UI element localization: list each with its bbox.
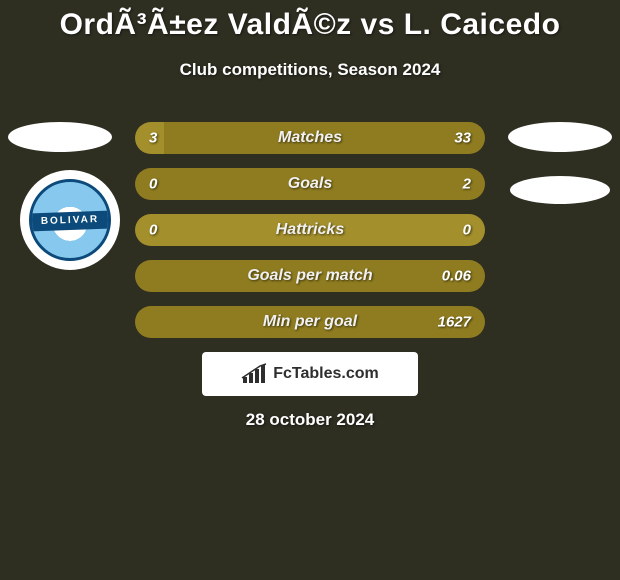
page-title: OrdÃ³Ã±ez ValdÃ©z vs L. Caicedo bbox=[0, 0, 620, 42]
stat-label: Matches bbox=[278, 129, 342, 147]
stat-value-right: 33 bbox=[454, 130, 471, 147]
date-label: 28 october 2024 bbox=[0, 410, 620, 430]
comparison-card: OrdÃ³Ã±ez ValdÃ©z vs L. Caicedo Club com… bbox=[0, 0, 620, 80]
player2-crest-placeholder-1 bbox=[508, 122, 612, 152]
stat-value-right: 2 bbox=[463, 176, 471, 193]
stat-value-left: 0 bbox=[149, 176, 157, 193]
bolivar-label: BOLIVAR bbox=[29, 211, 111, 232]
stat-label: Hattricks bbox=[276, 221, 344, 239]
stat-value-right: 0 bbox=[463, 222, 471, 239]
stat-rows: 3 Matches 33 0 Goals 2 0 Hattricks 0 Goals per ma… bbox=[135, 122, 485, 352]
stat-value-right: 1627 bbox=[438, 314, 471, 331]
stat-value-right: 0.06 bbox=[442, 268, 471, 285]
stat-value-left: 0 bbox=[149, 222, 157, 239]
player2-crest-placeholder-2 bbox=[510, 176, 610, 204]
stat-row: Min per goal 1627 bbox=[135, 306, 485, 338]
branding-badge: FcTables.com bbox=[202, 352, 418, 396]
stat-label: Min per goal bbox=[263, 313, 357, 331]
bar-chart-icon bbox=[241, 363, 267, 385]
stat-label: Goals bbox=[288, 175, 332, 193]
stat-row: 0 Hattricks 0 bbox=[135, 214, 485, 246]
bolivar-crest: BOLIVAR bbox=[20, 170, 120, 270]
stat-row: Goals per match 0.06 bbox=[135, 260, 485, 292]
stat-value-left: 3 bbox=[149, 130, 157, 147]
player1-crest-placeholder bbox=[8, 122, 112, 152]
stat-row: 0 Goals 2 bbox=[135, 168, 485, 200]
bolivar-crest-inner: BOLIVAR bbox=[29, 179, 111, 261]
branding-text: FcTables.com bbox=[273, 365, 379, 383]
stat-label: Goals per match bbox=[247, 267, 372, 285]
subtitle: Club competitions, Season 2024 bbox=[0, 60, 620, 80]
stat-row: 3 Matches 33 bbox=[135, 122, 485, 154]
